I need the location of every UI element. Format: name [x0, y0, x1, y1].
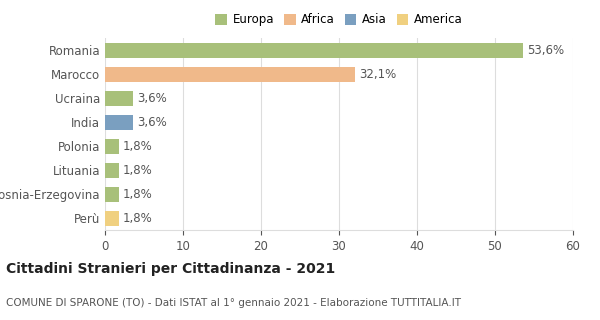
Text: 32,1%: 32,1% — [359, 68, 397, 81]
Text: 3,6%: 3,6% — [137, 116, 167, 129]
Bar — [105, 115, 133, 130]
Text: 1,8%: 1,8% — [123, 188, 152, 201]
Text: 1,8%: 1,8% — [123, 164, 152, 177]
Text: Cittadini Stranieri per Cittadinanza - 2021: Cittadini Stranieri per Cittadinanza - 2… — [6, 262, 335, 276]
Bar — [105, 139, 119, 154]
Bar — [105, 43, 523, 58]
Text: 3,6%: 3,6% — [137, 92, 167, 105]
Bar — [105, 67, 355, 82]
Text: 53,6%: 53,6% — [527, 44, 564, 57]
Legend: Europa, Africa, Asia, America: Europa, Africa, Asia, America — [212, 11, 466, 29]
Text: 1,8%: 1,8% — [123, 212, 152, 225]
Bar — [105, 163, 119, 178]
Bar — [105, 211, 119, 226]
Text: 1,8%: 1,8% — [123, 140, 152, 153]
Text: COMUNE DI SPARONE (TO) - Dati ISTAT al 1° gennaio 2021 - Elaborazione TUTTITALIA: COMUNE DI SPARONE (TO) - Dati ISTAT al 1… — [6, 298, 461, 308]
Bar — [105, 187, 119, 202]
Bar — [105, 91, 133, 106]
